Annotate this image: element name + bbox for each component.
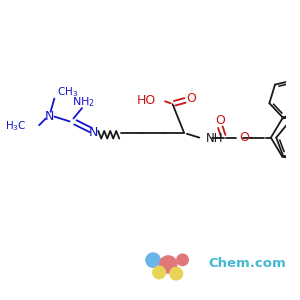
Text: N: N xyxy=(89,126,98,139)
Text: Chem.com: Chem.com xyxy=(208,257,286,270)
Text: NH: NH xyxy=(206,132,224,145)
Circle shape xyxy=(146,253,160,267)
Text: HO: HO xyxy=(137,94,156,107)
Text: $\mathsf{CH_3}$: $\mathsf{CH_3}$ xyxy=(57,85,78,99)
Text: $\mathsf{NH_2}$: $\mathsf{NH_2}$ xyxy=(71,95,94,109)
Text: $\mathsf{H_3C}$: $\mathsf{H_3C}$ xyxy=(5,119,27,133)
Text: N: N xyxy=(45,110,54,123)
Text: O: O xyxy=(215,114,225,127)
Circle shape xyxy=(170,267,183,280)
Text: O: O xyxy=(186,92,196,105)
Text: O: O xyxy=(239,131,249,144)
Circle shape xyxy=(177,254,188,266)
Circle shape xyxy=(153,266,165,279)
Circle shape xyxy=(160,256,177,273)
